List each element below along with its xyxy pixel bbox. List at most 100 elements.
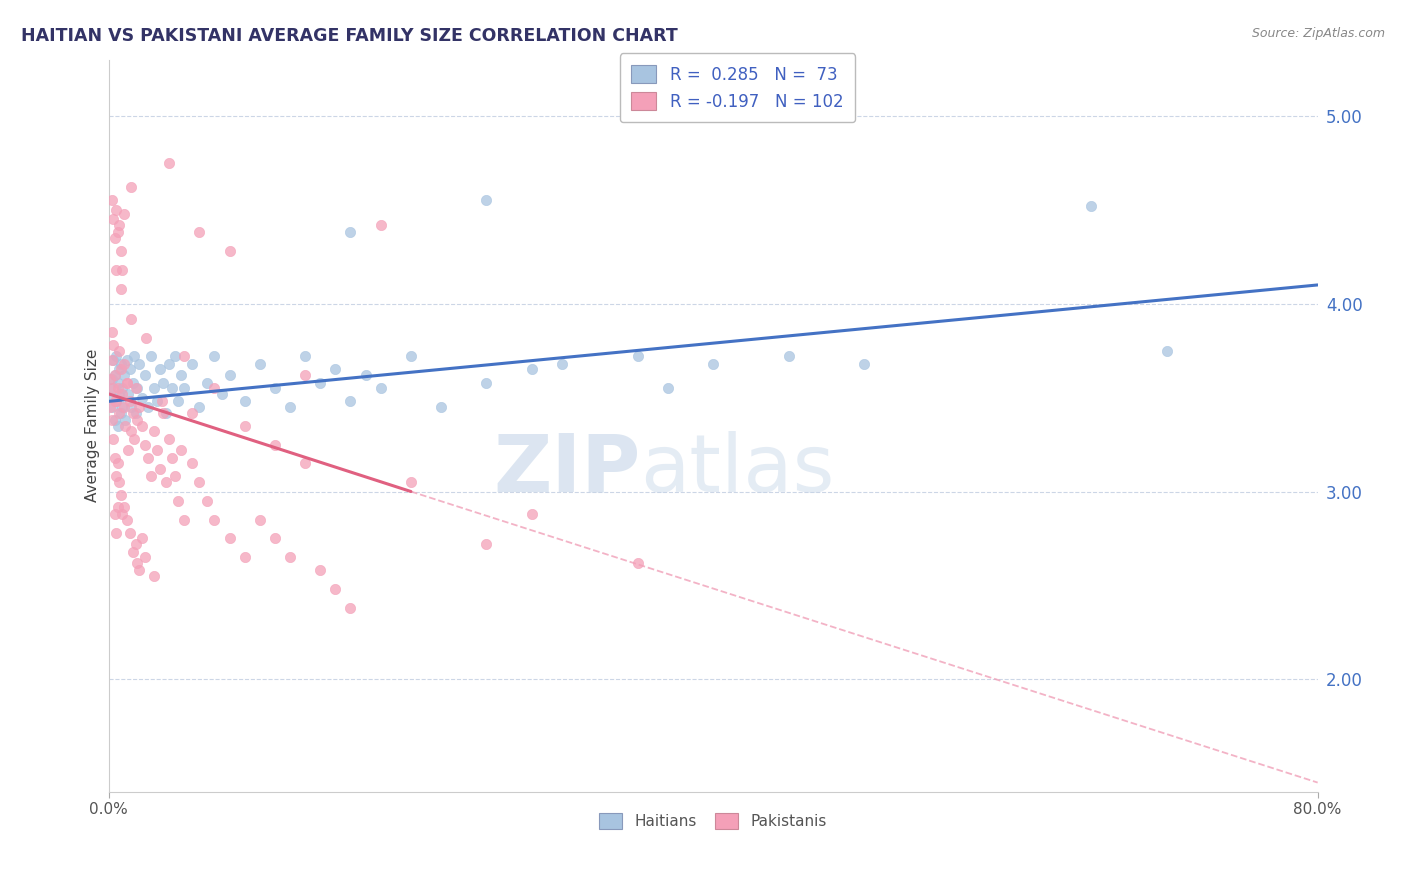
- Point: [112, 400, 135, 414]
- Point: [131, 418, 153, 433]
- Point: [354, 368, 377, 382]
- Point: [107, 456, 129, 470]
- Point: [105, 394, 128, 409]
- Point: [131, 391, 153, 405]
- Point: [475, 537, 498, 551]
- Point: [115, 513, 138, 527]
- Point: [180, 357, 202, 371]
- Point: [778, 349, 800, 363]
- Point: [143, 381, 166, 395]
- Point: [131, 532, 153, 546]
- Point: [100, 194, 122, 208]
- Point: [108, 218, 131, 232]
- Point: [128, 357, 150, 371]
- Point: [110, 362, 132, 376]
- Point: [110, 282, 132, 296]
- Point: [370, 218, 392, 232]
- Point: [173, 349, 195, 363]
- Point: [118, 362, 141, 376]
- Point: [136, 450, 159, 465]
- Point: [218, 532, 240, 546]
- Point: [105, 469, 128, 483]
- Point: [294, 456, 316, 470]
- Point: [114, 418, 136, 433]
- Point: [309, 563, 332, 577]
- Point: [626, 349, 648, 363]
- Point: [111, 381, 134, 395]
- Point: [475, 376, 498, 390]
- Point: [165, 469, 187, 483]
- Point: [173, 381, 195, 395]
- Point: [118, 525, 141, 540]
- Point: [233, 418, 256, 433]
- Point: [152, 376, 174, 390]
- Point: [157, 432, 180, 446]
- Point: [105, 525, 128, 540]
- Point: [127, 413, 149, 427]
- Point: [180, 406, 202, 420]
- Point: [551, 357, 574, 371]
- Point: [125, 537, 148, 551]
- Point: [101, 353, 124, 368]
- Point: [120, 425, 142, 439]
- Point: [218, 368, 240, 382]
- Point: [264, 381, 287, 395]
- Text: atlas: atlas: [641, 431, 835, 508]
- Point: [110, 488, 132, 502]
- Point: [118, 394, 141, 409]
- Point: [107, 500, 129, 514]
- Point: [657, 381, 679, 395]
- Point: [233, 550, 256, 565]
- Point: [1156, 343, 1178, 358]
- Point: [249, 513, 271, 527]
- Point: [100, 400, 122, 414]
- Point: [204, 513, 226, 527]
- Point: [520, 507, 543, 521]
- Point: [112, 368, 135, 382]
- Point: [104, 507, 127, 521]
- Point: [264, 532, 287, 546]
- Point: [108, 406, 131, 420]
- Point: [112, 357, 135, 371]
- Point: [323, 362, 346, 376]
- Point: [173, 513, 195, 527]
- Point: [399, 349, 422, 363]
- Point: [111, 400, 134, 414]
- Point: [107, 225, 129, 239]
- Point: [110, 244, 132, 259]
- Point: [180, 456, 202, 470]
- Point: [127, 556, 149, 570]
- Point: [157, 156, 180, 170]
- Point: [100, 353, 122, 368]
- Point: [108, 475, 131, 489]
- Point: [108, 387, 131, 401]
- Point: [128, 400, 150, 414]
- Point: [115, 353, 138, 368]
- Point: [128, 563, 150, 577]
- Point: [117, 387, 139, 401]
- Point: [188, 225, 211, 239]
- Point: [124, 432, 146, 446]
- Point: [218, 244, 240, 259]
- Point: [149, 362, 172, 376]
- Point: [111, 263, 134, 277]
- Point: [134, 550, 156, 565]
- Point: [115, 376, 138, 390]
- Point: [101, 212, 124, 227]
- Point: [105, 263, 128, 277]
- Point: [626, 556, 648, 570]
- Point: [430, 400, 453, 414]
- Point: [110, 357, 132, 371]
- Point: [249, 357, 271, 371]
- Point: [160, 381, 183, 395]
- Point: [111, 507, 134, 521]
- Point: [294, 349, 316, 363]
- Point: [146, 394, 169, 409]
- Point: [100, 413, 122, 427]
- Point: [105, 202, 128, 217]
- Point: [1080, 199, 1102, 213]
- Point: [108, 362, 131, 376]
- Point: [155, 475, 177, 489]
- Point: [101, 338, 124, 352]
- Point: [155, 406, 177, 420]
